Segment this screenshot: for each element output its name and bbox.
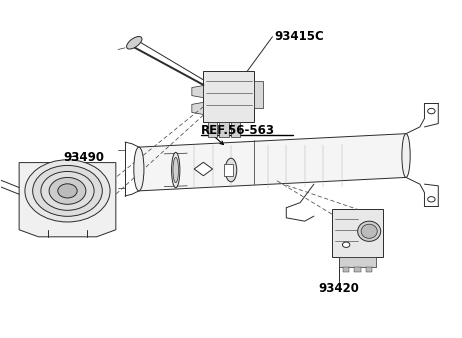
Ellipse shape — [127, 37, 142, 49]
Circle shape — [342, 242, 350, 247]
Bar — [219, 122, 229, 137]
Bar — [354, 267, 361, 272]
Circle shape — [33, 165, 102, 216]
Bar — [208, 122, 217, 137]
Ellipse shape — [134, 147, 144, 191]
Polygon shape — [332, 210, 383, 257]
Bar — [231, 122, 240, 137]
Polygon shape — [139, 134, 406, 191]
Circle shape — [49, 177, 86, 204]
Ellipse shape — [173, 158, 178, 183]
Ellipse shape — [361, 224, 377, 238]
Bar — [343, 267, 349, 272]
Polygon shape — [19, 163, 116, 237]
Polygon shape — [194, 162, 213, 176]
Ellipse shape — [171, 152, 180, 188]
Text: REF.56-563: REF.56-563 — [201, 124, 275, 137]
Bar — [366, 267, 372, 272]
Ellipse shape — [225, 158, 237, 182]
Ellipse shape — [402, 134, 410, 177]
Circle shape — [58, 184, 77, 198]
Polygon shape — [203, 71, 254, 122]
Circle shape — [428, 197, 435, 202]
Ellipse shape — [358, 221, 381, 241]
Polygon shape — [192, 102, 203, 115]
Text: 93420: 93420 — [319, 282, 360, 295]
Text: 93415C: 93415C — [275, 29, 324, 43]
Bar — [339, 257, 376, 267]
Circle shape — [428, 108, 435, 114]
Polygon shape — [192, 86, 203, 98]
Circle shape — [41, 171, 94, 210]
Bar — [224, 164, 233, 176]
Text: 93490: 93490 — [63, 151, 104, 164]
Circle shape — [25, 160, 110, 222]
Polygon shape — [254, 81, 263, 108]
